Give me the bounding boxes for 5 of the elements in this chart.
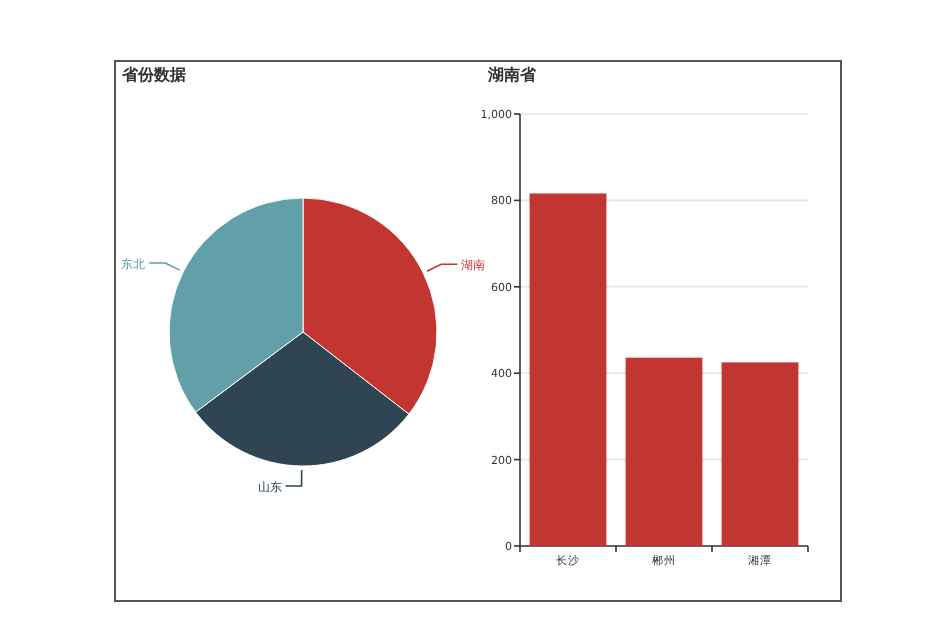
bar <box>529 193 607 546</box>
bar <box>625 357 703 546</box>
bar <box>721 362 799 546</box>
chart-title: 省份数据 <box>120 66 186 84</box>
chart-title: 湖南省 <box>486 66 538 84</box>
